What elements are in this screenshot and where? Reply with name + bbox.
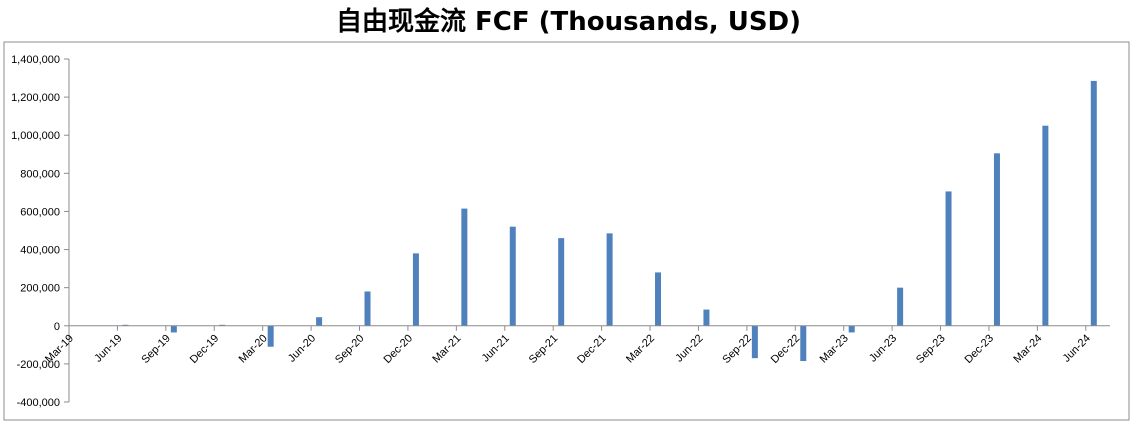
- x-tick-label: Dec-22: [769, 332, 803, 366]
- x-tick-label: Jun-21: [480, 332, 512, 364]
- x-tick-label: Dec-20: [381, 332, 415, 366]
- x-tick-label: Jun-24: [1061, 332, 1093, 364]
- y-tick-label: 0: [54, 321, 60, 333]
- y-axis-ticks: 1,400,000 1,200,000 1,000,000 800,000 600,00…: [11, 54, 69, 409]
- bar: [800, 325, 807, 362]
- bar: [267, 325, 274, 347]
- bar: [655, 272, 662, 326]
- y-tick-label: 400,000: [20, 245, 60, 257]
- y-tick-label: -400,000: [17, 397, 60, 409]
- bar: [993, 153, 1000, 326]
- bar: [461, 208, 468, 326]
- y-tick-label: 1,000,000: [11, 130, 60, 142]
- bar: [606, 233, 613, 326]
- x-tick-label: Sep-20: [333, 332, 367, 366]
- x-tick-label: Mar-22: [624, 332, 657, 365]
- x-tick-label: Dec-19: [188, 332, 222, 366]
- x-tick-label: Sep-19: [139, 332, 173, 366]
- x-tick-label: Sep-22: [720, 332, 754, 366]
- bar: [170, 325, 177, 333]
- bar: [1042, 125, 1049, 326]
- chart-title: 自由现金流 FCF (Thousands, USD): [335, 7, 802, 37]
- bar: [509, 226, 516, 326]
- bar: [848, 325, 855, 333]
- bar: [1090, 80, 1097, 326]
- bar: [751, 325, 758, 359]
- bar: [897, 287, 904, 326]
- x-tick-label: Mar-20: [237, 332, 270, 365]
- x-tick-label: Jun-22: [673, 332, 705, 364]
- bar: [364, 291, 371, 326]
- x-tick-label: Mar-24: [1011, 332, 1044, 365]
- y-tick-label: -200,000: [17, 359, 60, 371]
- y-tick-label: 1,200,000: [11, 92, 60, 104]
- plot-area-border: [3, 41, 1130, 421]
- x-tick-label: Mar-23: [818, 332, 851, 365]
- x-tick-label: Jun-23: [867, 332, 899, 364]
- x-tick-label: Sep-21: [527, 332, 561, 366]
- y-tick-label: 1,400,000: [11, 54, 60, 66]
- x-tick-label: Dec-23: [963, 332, 997, 366]
- x-tick-label: Jun-19: [92, 332, 124, 364]
- bar: [558, 238, 565, 326]
- y-tick-label: 600,000: [20, 206, 60, 218]
- y-tick-label: 800,000: [20, 168, 60, 180]
- bar-series: [122, 80, 1097, 362]
- x-tick-label: Sep-23: [914, 332, 948, 366]
- bar: [316, 317, 323, 326]
- x-axis-ticks: Mar-19 Jun-19 Sep-19 Dec-19 Mar-20 Jun-20 Sep-…: [43, 325, 1093, 366]
- x-tick-label: Mar-21: [430, 332, 463, 365]
- bar: [945, 191, 952, 326]
- x-tick-label: Dec-21: [575, 332, 609, 366]
- bar: [703, 309, 710, 326]
- x-tick-label: Jun-20: [286, 332, 318, 364]
- y-tick-label: 200,000: [20, 283, 60, 295]
- bar: [412, 253, 419, 326]
